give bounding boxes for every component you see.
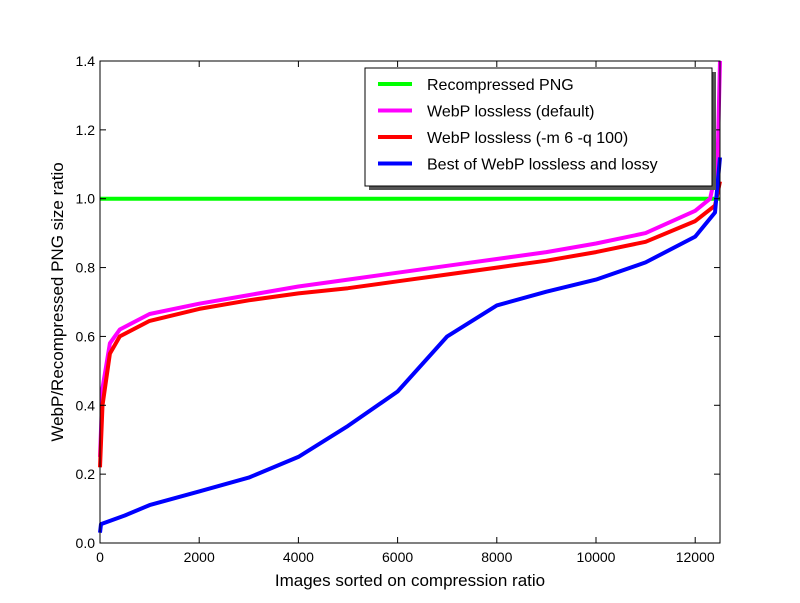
x-tick-label: 4000 — [283, 549, 314, 565]
legend: Recompressed PNG WebP lossless (default) W… — [364, 67, 716, 190]
series-line-4 — [98, 157, 722, 533]
series-line-3 — [98, 181, 722, 468]
y-tick-label: 0.4 — [76, 397, 96, 413]
x-axis-label: Images sorted on compression ratio — [275, 571, 545, 590]
x-tick-label: 10000 — [577, 549, 616, 565]
y-tick-label: 0.2 — [76, 466, 96, 482]
plot-frame — [99, 60, 721, 544]
y-tick-label: 1.4 — [76, 53, 96, 69]
x-tick-label: 8000 — [481, 549, 512, 565]
legend-label: WebP lossless (-m 6 -q 100) — [427, 130, 628, 147]
legend-label: WebP lossless (default) — [427, 104, 594, 121]
legend-label: Best of WebP lossless and lossy — [427, 157, 658, 174]
x-tick-label: 0 — [96, 549, 104, 565]
y-tick-label: 1.0 — [76, 191, 96, 207]
y-tick-label: 0.0 — [76, 535, 96, 551]
series-line-2 — [98, 60, 722, 457]
y-tick-label: 0.6 — [76, 328, 96, 344]
y-tick-label: 1.2 — [76, 122, 96, 138]
x-tick-label: 12000 — [676, 549, 715, 565]
legend-label: Recompressed PNG — [427, 77, 574, 94]
x-tick-label: 6000 — [382, 549, 413, 565]
y-tick-label: 0.8 — [76, 260, 96, 276]
y-axis-label: WebP/Recompressed PNG size ratio — [48, 162, 67, 441]
x-tick-label: 2000 — [184, 549, 215, 565]
legend-box — [364, 67, 713, 187]
